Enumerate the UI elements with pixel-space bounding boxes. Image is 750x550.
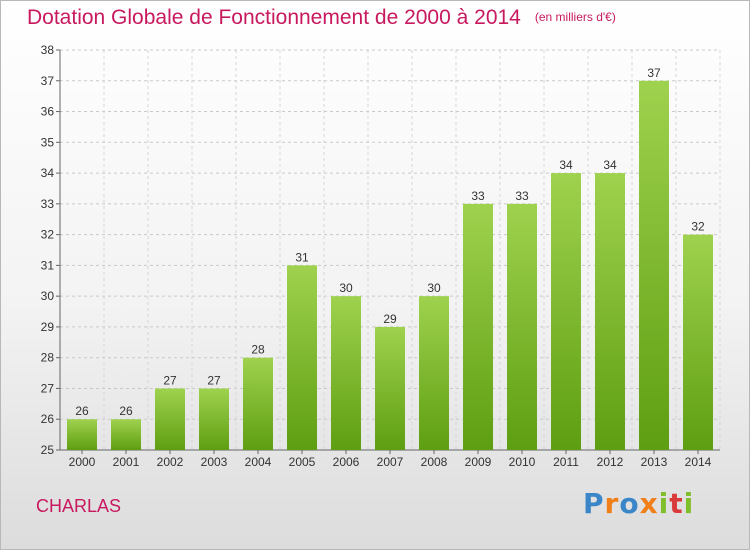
data-label-2006: 30: [339, 281, 353, 295]
bar-2011: [551, 173, 581, 451]
bar-2004: [243, 357, 273, 450]
x-tick-label-2011: 2011: [553, 455, 579, 469]
y-tick-label: 37: [41, 74, 55, 88]
bar-2007: [375, 326, 405, 450]
y-tick-label: 33: [41, 197, 55, 211]
y-tick-label: 29: [41, 320, 55, 334]
data-label-2003: 27: [207, 373, 221, 387]
data-label-2013: 37: [647, 66, 661, 80]
bar-2008: [419, 296, 449, 450]
x-tick-label-2006: 2006: [333, 455, 360, 469]
y-tick-labels: 25 26 27 28 29 30 31 32 33 34 35 36 37 38: [41, 43, 55, 457]
bar-2006: [331, 296, 361, 450]
x-tick-label-2003: 2003: [201, 455, 228, 469]
logo-letter: r: [604, 487, 620, 520]
y-tick-label: 27: [41, 381, 55, 395]
data-label-2009: 33: [471, 189, 485, 203]
x-tick-label-2001: 2001: [113, 455, 140, 469]
y-tick-label: 32: [41, 228, 55, 242]
chart-title-text: Dotation Globale de Fonctionnement de 20…: [27, 6, 521, 29]
bar-2012: [595, 173, 625, 451]
y-tick-label: 30: [41, 289, 55, 303]
bar-2009: [463, 203, 493, 450]
bar-2010: [507, 203, 537, 450]
x-tick-label-2007: 2007: [377, 455, 404, 469]
data-label-2002: 27: [163, 373, 177, 387]
bars: [67, 80, 713, 451]
x-tick-labels: 2000 2001 2002 2003 2004 2005 2006 2007 2008 2009…: [69, 455, 712, 469]
data-label-2012: 34: [603, 158, 617, 172]
bar-2003: [199, 388, 229, 450]
bar-2014: [683, 234, 713, 450]
logo-letter: t: [669, 487, 684, 520]
x-tick-label-2010: 2010: [509, 455, 536, 469]
data-label-2014: 32: [691, 220, 705, 234]
data-label-2005: 31: [295, 250, 309, 264]
logo-letter: i: [658, 487, 670, 520]
logo-letter: x: [639, 487, 659, 520]
data-label-2004: 28: [251, 343, 265, 357]
y-tick-label: 28: [41, 351, 55, 365]
x-tick-label-2014: 2014: [685, 455, 712, 469]
logo-letter: o: [619, 487, 640, 520]
town-name: CHARLAS: [36, 496, 122, 516]
y-tick-label: 36: [41, 105, 55, 119]
logo-letter: P: [583, 487, 605, 520]
x-tick-label-2008: 2008: [421, 455, 448, 469]
y-tick-label: 35: [41, 135, 55, 149]
data-label-2010: 33: [515, 189, 529, 203]
x-tick-label-2009: 2009: [465, 455, 492, 469]
y-tick-label: 25: [41, 443, 55, 457]
bar-2005: [287, 265, 317, 450]
data-label-2011: 34: [559, 158, 573, 172]
chart-unit-label: (en milliers d'€): [534, 10, 616, 24]
data-labels: 26 26 27 27 28 31 30 29 30 33 33 34 34 37 32: [75, 66, 705, 418]
x-tick-label-2002: 2002: [157, 455, 184, 469]
x-tick-label-2000: 2000: [69, 455, 96, 469]
y-tick-label: 26: [41, 412, 55, 426]
x-tick-label-2013: 2013: [641, 455, 668, 469]
data-label-2008: 30: [427, 281, 441, 295]
y-tick-label: 31: [41, 258, 55, 272]
data-label-2000: 26: [75, 404, 89, 418]
x-tick-label-2004: 2004: [245, 455, 272, 469]
y-tick-label: 38: [41, 43, 55, 57]
x-tick-label-2005: 2005: [289, 455, 316, 469]
proxiti-logo[interactable]: Proxiti: [583, 487, 694, 520]
chart-title: Dotation Globale de Fonctionnement de 20…: [27, 6, 616, 30]
y-tick-label: 34: [41, 166, 55, 180]
data-label-2007: 29: [383, 312, 397, 326]
x-tick-label-2012: 2012: [597, 455, 624, 469]
bar-2001: [111, 419, 141, 450]
bar-2002: [155, 388, 185, 450]
bar-2000: [67, 419, 97, 450]
data-label-2001: 26: [119, 404, 133, 418]
logo-letter: i: [683, 487, 695, 520]
bar-2013: [639, 80, 669, 451]
